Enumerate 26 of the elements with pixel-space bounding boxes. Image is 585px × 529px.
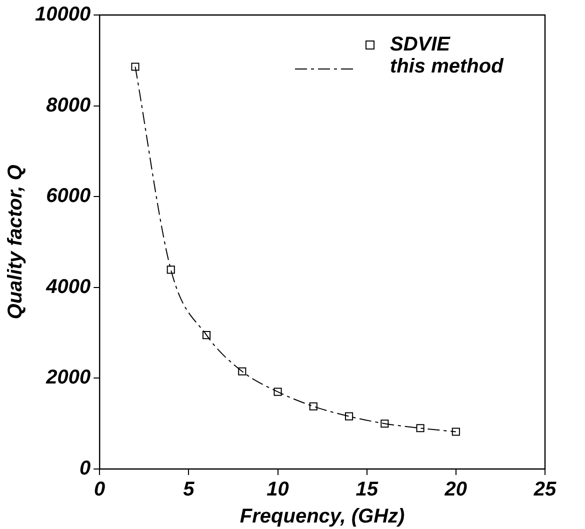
y-tick-label: 6000 (46, 185, 91, 208)
x-tick-label: 10 (266, 478, 289, 501)
x-tick-label: 0 (94, 478, 106, 501)
x-tick-label: 25 (532, 478, 557, 501)
point (416, 424, 424, 432)
y-tick-label: 2000 (45, 366, 91, 389)
point (238, 367, 246, 376)
point (274, 388, 282, 396)
point (309, 402, 318, 410)
y-tick-label: 10000 (34, 4, 91, 26)
x-tick-label: 20 (444, 478, 468, 501)
point (131, 62, 140, 71)
y-axis-title: Quality factor, Q (4, 164, 27, 320)
point (202, 331, 211, 340)
x-tick-label: 5 (183, 478, 196, 501)
x-axis-title: Frequency, (GHz) (240, 506, 406, 528)
point (380, 420, 389, 428)
y-tick-label: 4000 (45, 276, 91, 298)
legend-label: this method (390, 56, 504, 78)
y-tick-label: 8000 (46, 94, 91, 116)
point (166, 266, 175, 274)
legend-label: SDVIE (390, 34, 451, 56)
point (344, 412, 354, 420)
x-tick-label: 15 (356, 478, 379, 501)
point (452, 428, 460, 436)
y-tick-label: 0 (79, 458, 91, 480)
